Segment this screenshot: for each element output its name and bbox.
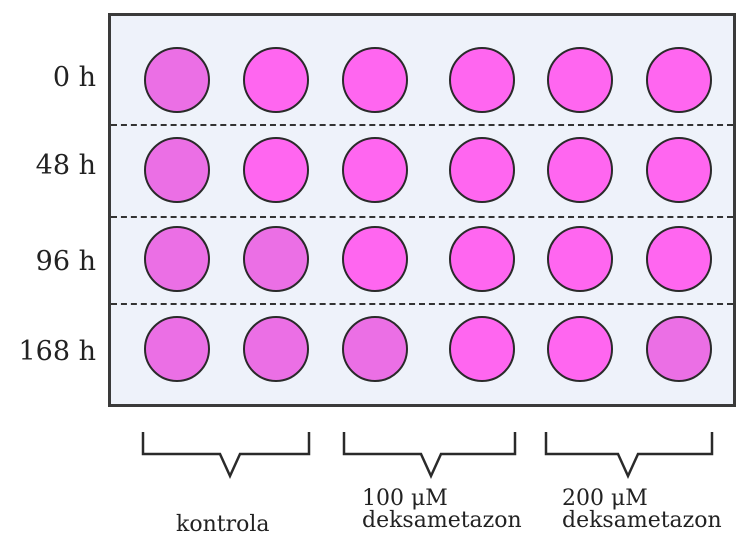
- well-r1-c1: [144, 47, 210, 113]
- well-r3-c1: [144, 226, 210, 292]
- row-label-48h: 48 h: [35, 150, 96, 181]
- well-r1-c4: [449, 47, 515, 113]
- well-r3-c4: [449, 226, 515, 292]
- well-r4-c3: [342, 316, 408, 382]
- well-r3-c2: [243, 226, 309, 292]
- row-divider: [111, 124, 733, 126]
- group-label-kontrola: kontrola: [176, 514, 270, 536]
- group-bracket-kontrola: [141, 432, 311, 480]
- group-label-line: deksametazon: [362, 508, 522, 533]
- well-r2-c6: [646, 137, 712, 203]
- well-r2-c1: [144, 137, 210, 203]
- well-r4-c5: [547, 316, 613, 382]
- group-bracket-100uM: [342, 432, 517, 480]
- well-r4-c4: [449, 316, 515, 382]
- well-r4-c2: [243, 316, 309, 382]
- well-r4-c6: [646, 316, 712, 382]
- well-r2-c3: [342, 137, 408, 203]
- well-r1-c3: [342, 47, 408, 113]
- well-r3-c6: [646, 226, 712, 292]
- well-r1-c6: [646, 47, 712, 113]
- well-r2-c4: [449, 137, 515, 203]
- well-r1-c2: [243, 47, 309, 113]
- row-label-96h: 96 h: [35, 246, 96, 277]
- group-bracket-200uM: [544, 432, 714, 480]
- row-divider: [111, 216, 733, 218]
- well-r2-c5: [547, 137, 613, 203]
- group-label-200uM: 200 μM deksametazon: [562, 488, 722, 532]
- culture-plate: [108, 13, 736, 407]
- well-r3-c5: [547, 226, 613, 292]
- well-r4-c1: [144, 316, 210, 382]
- row-label-168h: 168 h: [18, 336, 96, 367]
- row-divider: [111, 303, 733, 305]
- well-r3-c3: [342, 226, 408, 292]
- group-label-line: kontrola: [176, 512, 270, 537]
- well-r1-c5: [547, 47, 613, 113]
- row-label-0h: 0 h: [52, 62, 96, 93]
- group-label-100uM: 100 μM deksametazon: [362, 488, 522, 532]
- group-label-line: 200 μM: [562, 486, 648, 511]
- group-label-line: 100 μM: [362, 486, 448, 511]
- well-r2-c2: [243, 137, 309, 203]
- group-label-line: deksametazon: [562, 508, 722, 533]
